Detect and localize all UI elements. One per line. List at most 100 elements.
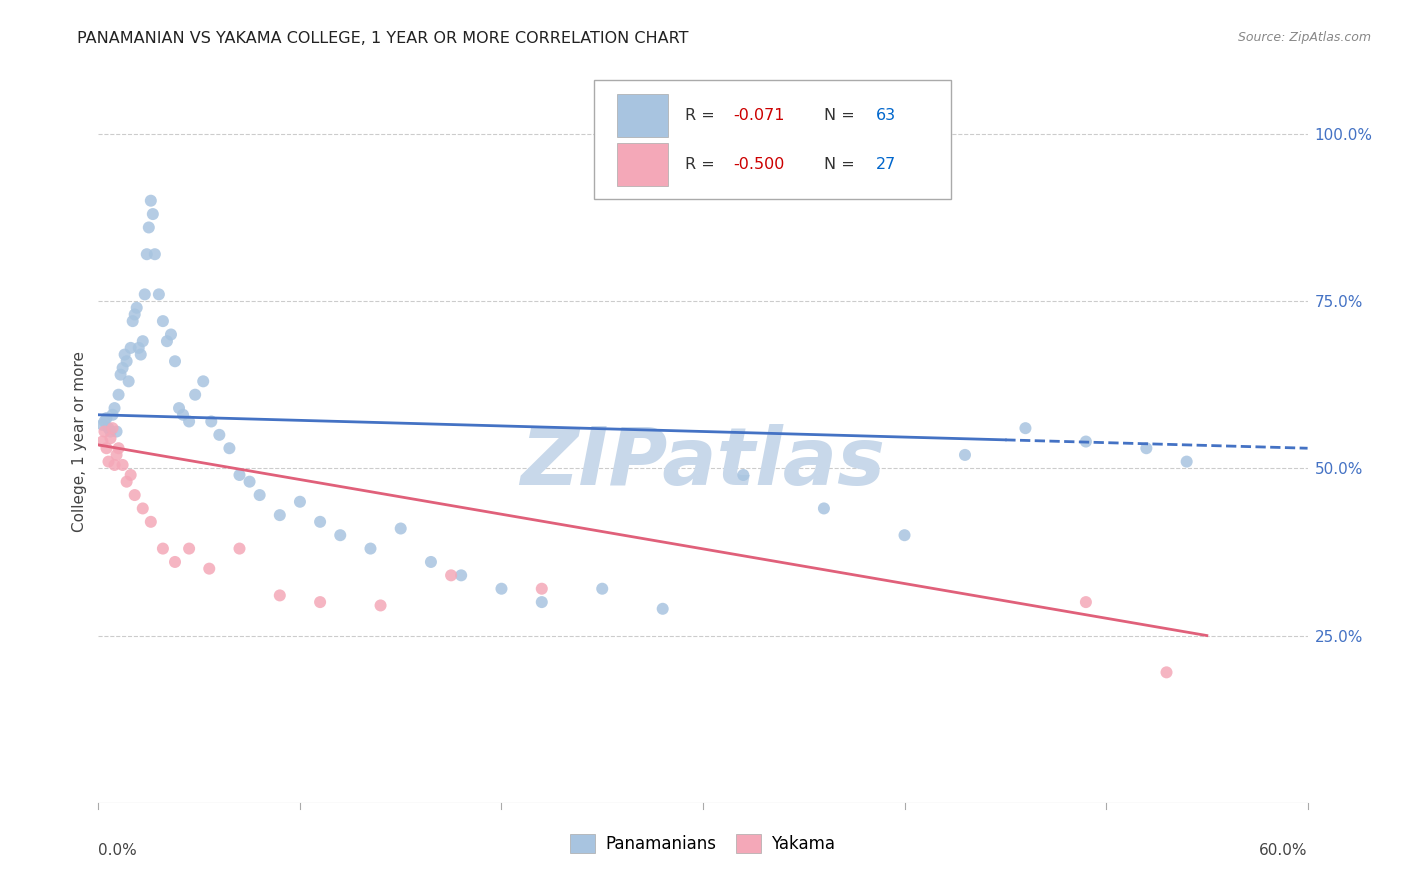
Point <box>107 387 129 401</box>
Point <box>163 555 186 569</box>
Point <box>138 220 160 235</box>
Point <box>124 488 146 502</box>
Point <box>125 301 148 315</box>
Point <box>152 541 174 556</box>
Point <box>249 488 271 502</box>
Text: 27: 27 <box>876 157 896 172</box>
Text: 63: 63 <box>876 108 896 123</box>
Point <box>107 442 129 455</box>
Point <box>105 448 128 462</box>
Point <box>115 354 138 368</box>
Point <box>172 408 194 422</box>
Point <box>288 494 311 508</box>
Point <box>114 348 136 362</box>
Point <box>132 334 155 349</box>
Point <box>103 401 125 416</box>
Point <box>269 589 291 603</box>
Point <box>1074 595 1097 609</box>
Point <box>160 327 183 342</box>
Point <box>329 528 352 542</box>
Point <box>120 341 142 355</box>
Point <box>1156 665 1178 680</box>
Point <box>228 541 250 556</box>
Point <box>111 361 134 376</box>
Point <box>128 341 150 355</box>
Point <box>591 582 613 596</box>
Text: 0.0%: 0.0% <box>98 843 138 857</box>
Text: N =: N = <box>824 157 860 172</box>
Point <box>953 448 976 462</box>
Point <box>143 247 166 261</box>
Point <box>124 307 146 322</box>
Point <box>142 207 165 221</box>
Point <box>139 515 162 529</box>
Point <box>179 414 201 429</box>
Point <box>184 387 207 401</box>
Point <box>118 375 141 389</box>
Point <box>309 515 332 529</box>
Text: R =: R = <box>685 157 720 172</box>
Point <box>450 568 472 582</box>
Text: -0.500: -0.500 <box>734 157 785 172</box>
Point <box>139 194 162 208</box>
Point <box>91 417 114 432</box>
Point <box>198 562 221 576</box>
Y-axis label: College, 1 year or more: College, 1 year or more <box>72 351 87 532</box>
Point <box>208 427 231 442</box>
Point <box>269 508 291 523</box>
Point <box>103 458 125 472</box>
Point <box>167 401 190 416</box>
Point <box>309 595 332 609</box>
Point <box>135 247 157 261</box>
Text: 60.0%: 60.0% <box>1260 843 1308 857</box>
Point <box>440 568 463 582</box>
Point <box>121 314 143 328</box>
Point <box>96 442 118 455</box>
Text: -0.071: -0.071 <box>734 108 785 123</box>
FancyBboxPatch shape <box>617 143 668 186</box>
Point <box>91 434 114 449</box>
Text: N =: N = <box>824 108 860 123</box>
FancyBboxPatch shape <box>617 94 668 137</box>
Point <box>93 414 115 429</box>
Point <box>651 602 673 616</box>
Point <box>97 455 120 469</box>
Point <box>228 467 250 482</box>
Point <box>93 425 115 439</box>
Point <box>218 442 240 455</box>
Point <box>491 582 513 596</box>
Point <box>129 348 152 362</box>
Point <box>1014 421 1036 435</box>
Point <box>152 314 174 328</box>
Point <box>1135 442 1157 455</box>
Point <box>132 501 155 516</box>
Point <box>1175 455 1198 469</box>
Point <box>420 555 443 569</box>
Point <box>134 287 156 301</box>
Text: Source: ZipAtlas.com: Source: ZipAtlas.com <box>1237 31 1371 45</box>
Text: R =: R = <box>685 108 720 123</box>
Point <box>733 467 755 482</box>
Point <box>111 458 134 472</box>
Point <box>97 421 120 435</box>
Point <box>101 421 124 435</box>
Point <box>100 431 122 445</box>
Point <box>530 582 553 596</box>
Point <box>389 521 412 535</box>
Point <box>813 501 835 516</box>
Point <box>239 475 262 489</box>
Point <box>893 528 915 542</box>
Point <box>163 354 186 368</box>
Text: PANAMANIAN VS YAKAMA COLLEGE, 1 YEAR OR MORE CORRELATION CHART: PANAMANIAN VS YAKAMA COLLEGE, 1 YEAR OR … <box>77 31 689 46</box>
Text: ZIPatlas: ZIPatlas <box>520 425 886 502</box>
Point <box>1074 434 1097 449</box>
Point <box>370 599 392 613</box>
FancyBboxPatch shape <box>595 80 950 200</box>
Point <box>148 287 170 301</box>
Point <box>360 541 382 556</box>
Point <box>96 411 118 425</box>
Point <box>200 414 222 429</box>
Point <box>193 375 215 389</box>
Point <box>115 475 138 489</box>
Point <box>156 334 179 349</box>
